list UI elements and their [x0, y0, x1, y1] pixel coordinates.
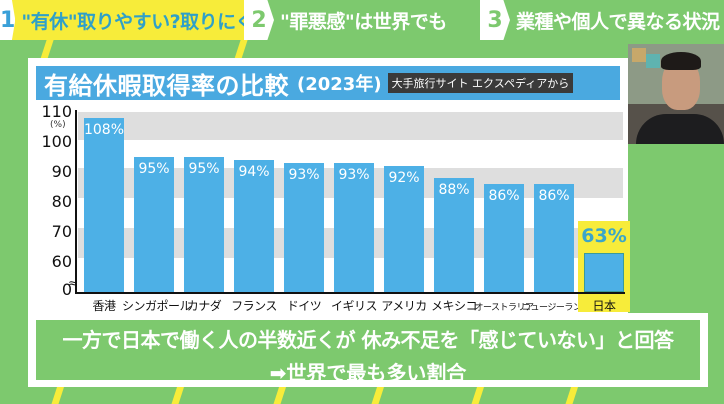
presenter-video — [628, 44, 724, 144]
y-axis — [75, 110, 77, 294]
y-tick: 0 — [61, 280, 72, 299]
bar-value-label: 88% — [438, 182, 470, 198]
topic-2[interactable]: 2 "罪悪感"は世界でも — [244, 0, 479, 40]
bar-10 — [584, 253, 624, 292]
grid-band — [78, 112, 623, 140]
x-category-label: イギリス — [330, 299, 378, 313]
caption-line-1: 一方で日本で働く人の半数近くが 休み不足を「感じていない」と回答 — [62, 328, 674, 352]
topic-3-label: 業種や個人で異なる状況 — [516, 10, 720, 33]
bar-6 — [384, 166, 424, 292]
bar-value-label: 92% — [388, 170, 420, 186]
bar-4 — [284, 163, 324, 292]
bar-0 — [84, 118, 124, 292]
video-decor — [632, 48, 646, 62]
chart-year: (2023年) — [297, 74, 382, 95]
topic-3[interactable]: 3 業種や個人で異なる状況 — [480, 0, 724, 40]
presenter-hair — [661, 52, 701, 70]
caption-line-2: ➡世界で最も多い割合 — [269, 361, 467, 385]
axis-break-icon: ≈ — [68, 276, 79, 290]
x-category-label: ドイツ — [286, 299, 322, 313]
bar-8 — [484, 184, 524, 292]
x-category-label: 日本 — [592, 299, 616, 313]
y-tick: 60 — [51, 252, 72, 271]
x-category-label: メキシコ — [430, 299, 478, 313]
topic-2-label: "罪悪感"は世界でも — [280, 10, 447, 33]
presenter-body — [636, 114, 724, 144]
source-tag: 大手旅行サイト エクスペディアから — [387, 73, 574, 93]
bar-5 — [334, 163, 374, 292]
x-category-label: ニュージーランド — [522, 303, 590, 313]
topic-1-number: 1 — [0, 0, 16, 40]
chart-title: 有給休暇取得率の比較 — [44, 71, 289, 100]
bar-7 — [434, 178, 474, 292]
topic-3-number: 3 — [480, 0, 510, 40]
caption-box: 一方で日本で働く人の半数近くが 休み不足を「感じていない」と回答 ➡世界で最も多… — [36, 320, 700, 385]
chart-panel: 有給休暇取得率の比較 (2023年) 大手旅行サイト エクスペディアから (%)… — [28, 58, 630, 313]
y-tick: 70 — [51, 222, 72, 241]
bar-3 — [234, 160, 274, 292]
x-category-label: オーストラリア — [474, 303, 534, 313]
topic-1[interactable]: 1 "有休"取りやすい?取りにくい? — [0, 0, 244, 40]
bar-value-label: 93% — [338, 167, 370, 183]
bar-9 — [534, 184, 574, 292]
bar-1 — [134, 157, 174, 292]
y-tick: 110 — [41, 102, 72, 121]
video-decor — [646, 54, 660, 68]
x-axis — [75, 292, 625, 294]
bar-value-label: 95% — [138, 161, 170, 177]
x-category-label: アメリカ — [381, 299, 427, 313]
x-category-label: シンガポール — [122, 299, 192, 313]
x-category-label: フランス — [231, 299, 277, 313]
bar-chart: (%) 110 100 90 80 70 60 0 ≈ 108% 香港 95% シンガ… — [28, 102, 630, 313]
bar-value-label: 86% — [538, 188, 570, 204]
bar-value-label: 63% — [581, 225, 627, 247]
x-category-label: 香港 — [92, 299, 116, 313]
topic-bar: 1 "有休"取りやすい?取りにくい? 2 "罪悪感"は世界でも 3 業種や個人で… — [0, 0, 724, 40]
topic-2-number: 2 — [244, 0, 274, 40]
y-tick: 90 — [51, 162, 72, 181]
bar-value-label: 95% — [188, 161, 220, 177]
x-category-label: カナダ — [186, 299, 222, 313]
bar-2 — [184, 157, 224, 292]
y-tick: 100 — [41, 132, 72, 151]
bar-value-label: 86% — [488, 188, 520, 204]
y-axis-unit: (%) — [50, 120, 66, 130]
bar-value-label: 108% — [83, 122, 125, 138]
topic-1-label: "有休"取りやすい?取りにくい? — [21, 10, 283, 33]
bar-value-label: 93% — [288, 167, 320, 183]
bar-value-label: 94% — [238, 164, 270, 180]
chart-title-bar: 有給休暇取得率の比較 (2023年) 大手旅行サイト エクスペディアから — [36, 66, 620, 100]
y-tick: 80 — [51, 192, 72, 211]
